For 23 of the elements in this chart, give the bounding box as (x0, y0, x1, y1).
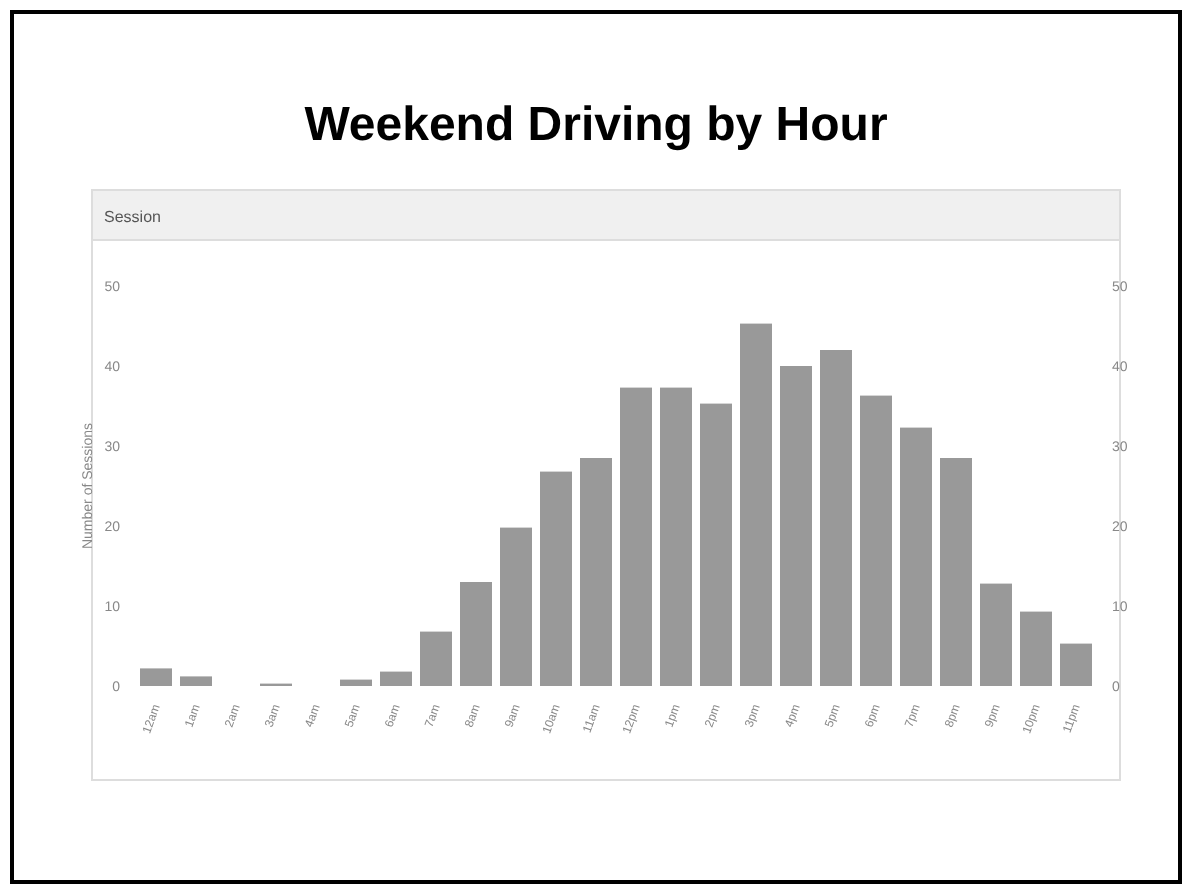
chart-title: Weekend Driving by Hour (304, 98, 888, 152)
bar (660, 387, 692, 686)
bar (860, 395, 892, 686)
bar (140, 668, 172, 686)
bar (900, 427, 932, 686)
bar (1020, 611, 1052, 686)
bar (340, 679, 372, 686)
bar (620, 387, 652, 686)
bar (1060, 643, 1092, 686)
bar (700, 403, 732, 686)
bar (780, 366, 812, 686)
bar (940, 458, 972, 686)
bar (460, 582, 492, 686)
chart-subtitle: Session (104, 208, 161, 226)
bar (180, 676, 212, 686)
bar (740, 323, 772, 686)
bar (420, 631, 452, 686)
bar (380, 671, 412, 686)
bar (500, 527, 532, 686)
bar (580, 458, 612, 686)
bar (980, 583, 1012, 686)
bar (540, 471, 572, 686)
bar (820, 350, 852, 686)
